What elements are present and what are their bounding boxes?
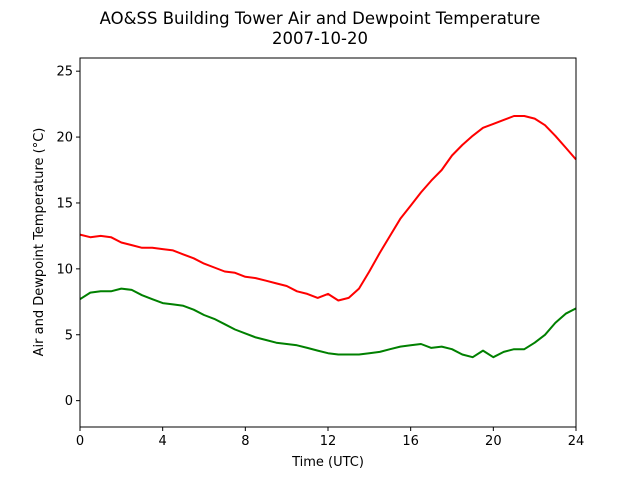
- series-line-2: [79, 287, 577, 359]
- y-tick-label: 10: [56, 262, 73, 277]
- chart-subtitle: 2007-10-20: [272, 29, 368, 48]
- y-tick-label: 20: [56, 131, 73, 146]
- x-tick-label: 20: [485, 434, 502, 449]
- y-axis-ticks: 0 5 10 15 20 25: [56, 65, 80, 409]
- x-tick-label: 16: [402, 434, 419, 449]
- y-tick-label: 25: [56, 65, 73, 80]
- y-tick-label: 5: [65, 328, 73, 343]
- y-tick-label: 0: [65, 394, 73, 409]
- x-axis-label: Time (UTC): [291, 455, 364, 470]
- series-layer: [79, 115, 577, 359]
- x-tick-label: 24: [568, 434, 585, 449]
- plot-area-frame: [79, 57, 577, 428]
- x-tick-label: 12: [320, 434, 337, 449]
- chart-title: AO&SS Building Tower Air and Dewpoint Te…: [100, 9, 541, 28]
- x-tick-label: 0: [76, 434, 84, 449]
- x-axis-ticks: 0 4 8 12 16 20 24: [76, 427, 584, 449]
- x-tick-label: 4: [159, 434, 167, 449]
- series-line-1: [79, 115, 577, 302]
- y-tick-label: 15: [56, 196, 73, 211]
- x-tick-label: 8: [241, 434, 249, 449]
- y-axis-label: Air and Dewpoint Temperature (°C): [32, 128, 47, 357]
